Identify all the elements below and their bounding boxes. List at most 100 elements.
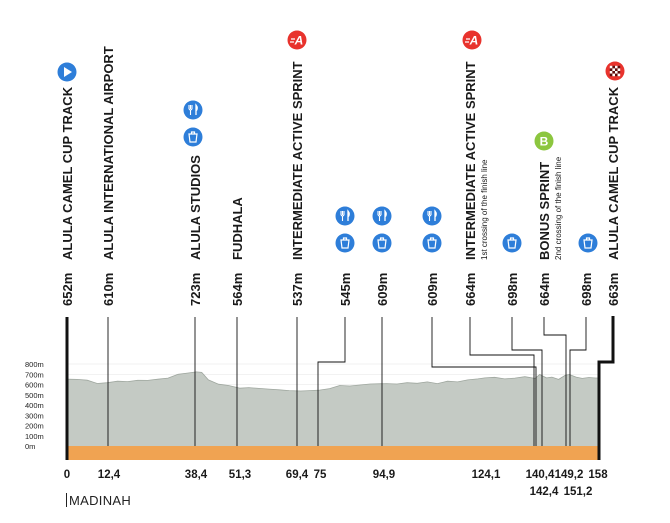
waypoint-6: 609m (375, 273, 390, 446)
checker-cell (617, 68, 621, 71)
waypoint-name: INTERMEDIATE ACTIVE SPRINT (290, 61, 305, 260)
y-tick-label: 800m (25, 360, 44, 369)
waypoint-8: 664m INTERMEDIATE ACTIVE SPRINT 1st crossi… (463, 61, 535, 446)
waste-zone-circle (502, 233, 522, 253)
waypoint-altitude: 610m (101, 273, 116, 306)
checker-cell (617, 71, 621, 74)
waypoint-10: 664m BONUS SPRINT 2nd crossing of the fini… (537, 156, 567, 446)
waypoint-12: 663m ALULA CAMEL CUP TRACK (606, 86, 621, 306)
x-tick-label: 51,3 (229, 469, 251, 481)
waypoint-altitude: 537m (290, 273, 305, 306)
feed-zone-icon (335, 206, 355, 226)
feed-zone-circle (183, 100, 203, 120)
y-tick-label: 400m (25, 401, 44, 410)
bin-glyph (427, 237, 437, 249)
waypoint-altitude: 652m (60, 273, 75, 306)
x-tick-label: 149,2 (555, 469, 584, 481)
x-tick-label: 124,1 (472, 469, 501, 481)
x-tick-label: 151,2 (564, 486, 593, 498)
waypoint-9: 698m (505, 273, 543, 446)
waypoint-name: BONUS SPRINT (537, 162, 552, 260)
waypoint-2: 723m ALULA STUDIOS (188, 155, 203, 446)
checker-cell (615, 65, 618, 69)
bin-glyph (583, 237, 593, 249)
x-tick-label: 12,4 (98, 469, 121, 481)
x-tick-label: 75 (314, 469, 327, 481)
waypoint-altitude: 698m (579, 273, 594, 306)
feed-zone-circle (372, 206, 392, 226)
checker-cell (612, 73, 615, 77)
finish-flag-icon (605, 61, 625, 81)
checker-cell (612, 71, 615, 74)
sprint-a-icon: A (287, 30, 307, 50)
waste-zone-icon (422, 233, 442, 253)
waste-zone-icon (183, 127, 203, 147)
checker-cell (615, 68, 618, 71)
waste-zone-icon (578, 233, 598, 253)
feed-zone-icon (372, 206, 392, 226)
waypoint-leader (431, 317, 537, 446)
waypoint-leader (543, 317, 567, 446)
waypoint-altitude: 698m (505, 273, 520, 306)
sprint-circle (462, 30, 482, 50)
waypoint-name: ALULA CAMEL CUP TRACK (606, 86, 621, 260)
y-tick-label: 200m (25, 422, 44, 431)
checker-cell (609, 68, 613, 71)
bin-glyph (507, 237, 517, 249)
x-tick-label: 94,9 (373, 469, 395, 481)
ground-strip (67, 446, 599, 460)
play-glyph (64, 67, 72, 77)
y-tick-label: 700m (25, 370, 44, 379)
x-tick-label: 142,4 (530, 486, 559, 498)
waypoint-1: 610m ALULA INTERNATIONAL AIRPORT (101, 46, 116, 446)
waypoint-3: 564m FUDHALA (230, 197, 245, 446)
waypoint-4: 537m INTERMEDIATE ACTIVE SPRINT (290, 61, 305, 446)
y-tick-label: 0m (25, 442, 35, 451)
start-icon (57, 62, 77, 82)
start-place: MADINAH (66, 493, 131, 508)
feed-zone-circle (422, 206, 442, 226)
waypoint-name: INTERMEDIATE ACTIVE SPRINT (463, 61, 478, 260)
knife-glyph (347, 209, 350, 221)
waypoint-altitude: 609m (375, 273, 390, 306)
waypoint-name: ALULA STUDIOS (188, 155, 203, 260)
bonus-circle (534, 131, 554, 151)
feed-zone-circle (335, 206, 355, 226)
fork-glyph (427, 211, 432, 221)
sprint-letter: A (294, 34, 304, 48)
waste-zone-circle (422, 233, 442, 253)
speed-lines (290, 38, 295, 43)
x-tick-label: 69,4 (286, 469, 309, 481)
waste-zone-circle (335, 233, 355, 253)
waypoint-0: 652m ALULA CAMEL CUP TRACK (60, 86, 75, 306)
sprint-letter: A (469, 34, 479, 48)
waypoint-altitude: 723m (188, 273, 203, 306)
y-tick-label: 300m (25, 411, 44, 420)
fork-glyph (377, 211, 382, 221)
x-tick-label: 158 (588, 469, 608, 481)
knife-glyph (434, 209, 437, 221)
bonus-letter: B (540, 135, 549, 149)
waypoint-note: 2nd crossing of the finish line (554, 156, 563, 260)
waypoint-altitude: 545m (338, 273, 353, 306)
finish-post (597, 316, 615, 460)
checker-cell (615, 73, 618, 77)
waypoint-name: FUDHALA (230, 197, 245, 260)
waypoint-altitude: 663m (606, 273, 621, 306)
waypoint-leader (511, 317, 543, 446)
waste-zone-icon (502, 233, 522, 253)
speed-lines (465, 38, 470, 43)
waste-zone-icon (372, 233, 392, 253)
fork-glyph (188, 105, 193, 115)
y-tick-label: 100m (25, 432, 44, 441)
feed-zone-icon (422, 206, 442, 226)
waypoint-note: 1st crossing of the finish line (480, 159, 489, 260)
y-tick-label: 500m (25, 391, 44, 400)
waypoint-leader (469, 317, 535, 446)
terrain-area (67, 371, 599, 446)
bin-glyph (340, 237, 350, 249)
y-tick-label: 600m (25, 381, 44, 390)
feed-zone-icon (183, 100, 203, 120)
waste-zone-icon (335, 233, 355, 253)
